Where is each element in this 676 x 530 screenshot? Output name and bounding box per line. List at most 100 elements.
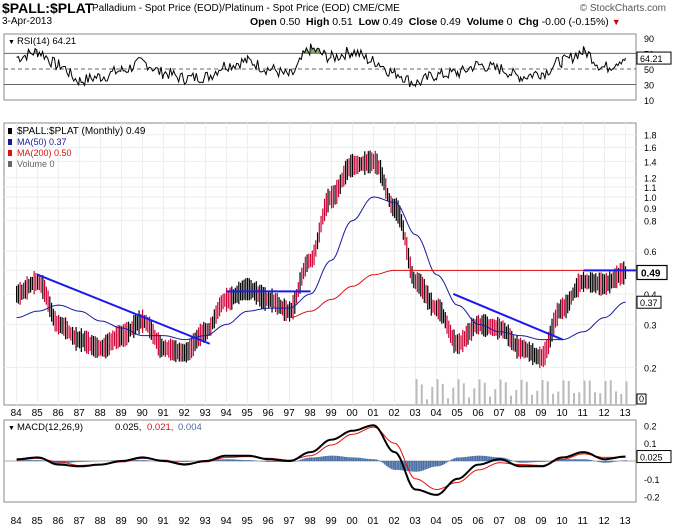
macd-histogram-bar bbox=[142, 460, 145, 461]
macd-histogram-bar bbox=[459, 457, 461, 461]
volume-bar bbox=[625, 381, 628, 405]
macd-histogram-bar bbox=[32, 460, 34, 461]
macd-histogram-bar bbox=[247, 460, 250, 461]
macd-histogram-bar bbox=[18, 460, 20, 461]
macd-histogram-bar bbox=[485, 456, 488, 461]
x-axis-label-upper: 00 bbox=[347, 408, 359, 419]
macd-histogram-bar bbox=[235, 459, 237, 461]
down-arrow-icon: ▼ bbox=[611, 17, 621, 27]
macd-histogram-bar bbox=[342, 456, 344, 461]
macd-histogram-bar bbox=[483, 455, 486, 461]
macd-histogram-bar bbox=[88, 461, 90, 462]
macd-histogram-bar bbox=[408, 461, 411, 472]
volume-value-box bbox=[636, 393, 647, 405]
x-axis-label-lower: 06 bbox=[473, 516, 485, 527]
macd-histogram-bar bbox=[384, 461, 386, 465]
volume-bar bbox=[420, 384, 423, 405]
macd-histogram-bar bbox=[228, 459, 230, 461]
macd-legend-hist: 0.004 bbox=[178, 422, 202, 433]
macd-histogram-bar bbox=[461, 457, 463, 461]
macd-histogram-bar bbox=[590, 460, 593, 461]
macd-histogram-bar bbox=[112, 460, 115, 461]
macd-histogram-bar bbox=[244, 460, 246, 461]
ma50-value-box bbox=[636, 295, 662, 309]
volume-bar bbox=[473, 388, 476, 405]
macd-histogram-bar bbox=[310, 457, 313, 461]
macd-histogram-bar bbox=[518, 461, 521, 463]
x-axis-label-upper: 08 bbox=[515, 408, 527, 419]
brand-label[interactable]: © StockCharts.com bbox=[579, 3, 666, 14]
macd-histogram-bar bbox=[69, 461, 71, 463]
macd-histogram-bar bbox=[364, 458, 367, 461]
macd-histogram-bar bbox=[613, 461, 615, 462]
price-legend-entry: Volume 0 bbox=[17, 159, 55, 169]
volume-bar bbox=[552, 393, 555, 405]
macd-line bbox=[16, 424, 626, 496]
macd-histogram-bar bbox=[366, 458, 369, 461]
macd-histogram-bar bbox=[74, 461, 76, 463]
volume-bar bbox=[431, 386, 434, 405]
macd-histogram-bar bbox=[466, 456, 468, 461]
macd-histogram-bar bbox=[487, 456, 489, 461]
trendline-3 bbox=[452, 293, 563, 341]
macd-histogram-bar bbox=[424, 461, 426, 470]
macd-histogram-bar bbox=[249, 460, 251, 461]
x-axis-label-lower: 97 bbox=[284, 516, 296, 527]
price-legend-swatch bbox=[8, 150, 12, 156]
rsi-tick-label: 30 bbox=[644, 80, 654, 90]
macd-histogram-bar bbox=[268, 461, 271, 462]
macd-histogram-bar bbox=[237, 459, 239, 461]
macd-histogram-bar bbox=[597, 461, 600, 462]
macd-histogram-bar bbox=[137, 460, 139, 461]
price-tick-label: 1.0 bbox=[644, 193, 657, 203]
volume-bar bbox=[557, 391, 560, 405]
macd-histogram-bar bbox=[181, 461, 183, 462]
x-axis-label-lower: 91 bbox=[158, 516, 170, 527]
macd-histogram-bar bbox=[529, 461, 531, 463]
volume-bar bbox=[588, 380, 591, 405]
x-axis-label-lower: 05 bbox=[452, 516, 464, 527]
macd-histogram-bar bbox=[84, 461, 87, 462]
macd-histogram-bar bbox=[321, 456, 323, 461]
macd-histogram-bar bbox=[361, 458, 363, 461]
volume-bar bbox=[583, 380, 586, 405]
macd-histogram-bar bbox=[322, 456, 325, 461]
volume-bar bbox=[457, 379, 460, 405]
macd-histogram-bar bbox=[469, 456, 472, 461]
x-axis-label-upper: 02 bbox=[389, 408, 401, 419]
macd-histogram-bar bbox=[177, 461, 180, 462]
macd-histogram-bar bbox=[455, 457, 458, 461]
x-axis-label-lower: 86 bbox=[53, 516, 65, 527]
macd-histogram-bar bbox=[559, 459, 561, 461]
macd-histogram-bar bbox=[340, 456, 342, 461]
x-axis-label-upper: 87 bbox=[74, 408, 86, 419]
macd-histogram-bar bbox=[216, 459, 218, 461]
macd-histogram-bar bbox=[23, 460, 26, 461]
volume-bar bbox=[620, 394, 623, 405]
x-axis-label-lower: 03 bbox=[410, 516, 422, 527]
macd-histogram-bar bbox=[270, 461, 272, 462]
macd-histogram-bar bbox=[252, 460, 255, 461]
volume-bar bbox=[594, 392, 597, 405]
macd-histogram-bar bbox=[447, 461, 449, 462]
volume-bar bbox=[494, 389, 497, 405]
macd-histogram-bar bbox=[240, 459, 243, 461]
x-axis-label-lower: 88 bbox=[95, 516, 107, 527]
macd-histogram-bar bbox=[370, 459, 372, 461]
price-tick-label: 0.4 bbox=[644, 290, 657, 300]
x-axis-label-lower: 07 bbox=[494, 516, 506, 527]
macd-histogram-bar bbox=[517, 461, 519, 463]
volume-bar bbox=[604, 381, 607, 405]
x-axis-label-lower: 13 bbox=[620, 516, 632, 527]
volume-bar bbox=[546, 381, 549, 405]
macd-histogram-bar bbox=[328, 455, 330, 461]
price-value-box bbox=[636, 264, 668, 281]
x-axis-label-upper: 04 bbox=[431, 408, 443, 419]
volume-bar bbox=[452, 387, 455, 405]
macd-histogram-bar bbox=[489, 456, 491, 461]
macd-histogram-bar bbox=[422, 461, 425, 471]
x-axis-label-upper: 06 bbox=[473, 408, 485, 419]
macd-histogram-bar bbox=[189, 461, 192, 462]
macd-histogram-bar bbox=[147, 460, 150, 461]
